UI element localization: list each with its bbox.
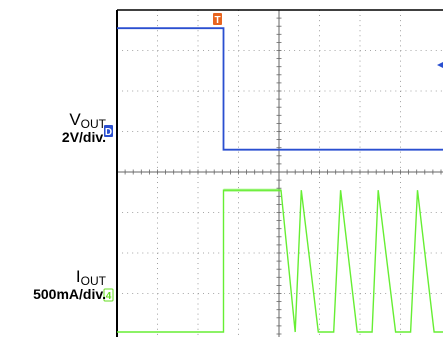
vout-name: VOUT	[62, 111, 106, 130]
series-line-vout	[117, 27, 443, 151]
vout-name-sub: OUT	[80, 117, 106, 131]
trigger-marker: T	[213, 13, 222, 26]
vout-channel-marker-label: D	[105, 127, 112, 138]
iout-label: IOUT 500mA/div.	[33, 268, 106, 301]
markers: T D 4	[103, 13, 443, 302]
iout-scale: 500mA/div.	[33, 286, 106, 302]
vout-right-arrow-icon	[437, 62, 443, 68]
iout-name: IOUT	[33, 268, 106, 287]
trigger-marker-label: T	[214, 15, 220, 26]
iout-channel-marker-label: 4	[106, 291, 112, 302]
grid	[116, 9, 443, 337]
iout-name-main: I	[75, 267, 81, 286]
vout-scale: 2V/div.	[61, 129, 106, 145]
iout-high-level-band	[223, 188, 282, 192]
iout-name-sub: OUT	[80, 274, 106, 288]
vout-channel-marker: D	[104, 125, 113, 138]
vout-label: VOUT 2V/div.	[62, 111, 106, 144]
traces	[117, 27, 443, 333]
iout-channel-marker: 4	[103, 288, 114, 302]
vout-name-main: V	[69, 110, 81, 129]
series-line-iout	[117, 189, 443, 333]
